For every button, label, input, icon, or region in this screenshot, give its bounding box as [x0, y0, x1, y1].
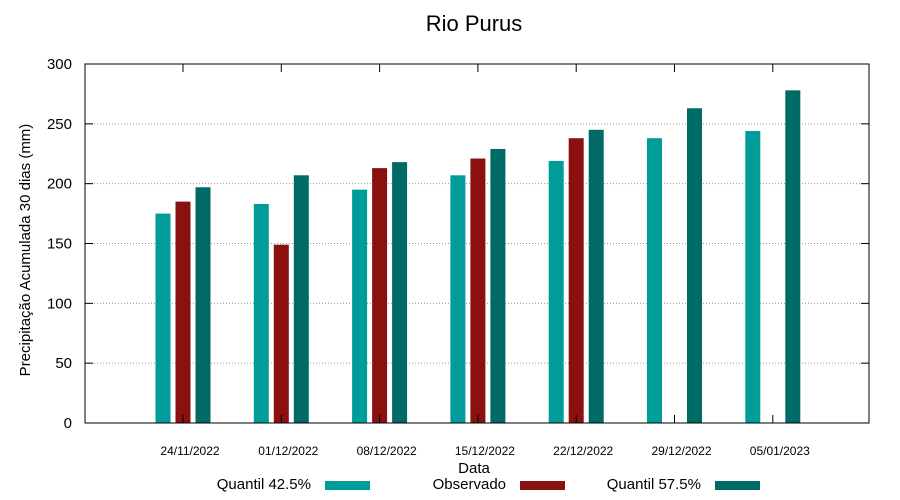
y-axis: 0 50 100 150 200 250 300	[47, 56, 869, 432]
bar-2-4	[588, 129, 604, 424]
x-tick-label: 05/01/2023	[750, 444, 810, 458]
bar-1-1	[273, 244, 289, 423]
bar-1-2	[372, 168, 388, 423]
legend-swatch	[715, 481, 760, 490]
chart-title: Rio Purus	[426, 11, 523, 36]
bar-0-6	[745, 131, 761, 423]
bar-1-4	[568, 138, 584, 423]
x-axis: 24/11/2022 01/12/2022 08/12/2022 15/12/2022…	[160, 64, 810, 458]
y-tick-label: 50	[55, 355, 72, 372]
bar-0-2	[352, 189, 368, 423]
bars	[155, 90, 801, 424]
bar-2-6	[785, 90, 801, 424]
x-tick-label: 29/12/2022	[651, 444, 711, 458]
bar-0-4	[548, 160, 564, 423]
bar-2-5	[687, 108, 702, 423]
y-tick-label: 300	[47, 56, 72, 73]
bar-2-3	[490, 148, 506, 424]
legend-label: Quantil 57.5%	[607, 476, 701, 493]
legend-label: Observado	[433, 476, 506, 493]
bar-0-0	[155, 213, 171, 423]
y-axis-label: Precipitação Acumulada 30 dias (mm)	[17, 124, 34, 377]
x-axis-label: Data	[458, 460, 490, 477]
y-tick-label: 200	[47, 176, 72, 193]
x-tick-label: 01/12/2022	[258, 444, 318, 458]
bar-2-1	[293, 175, 309, 423]
bar-1-0	[175, 201, 191, 423]
bar-0-1	[253, 204, 269, 423]
legend-swatch	[325, 481, 370, 490]
legend-swatch	[520, 481, 565, 490]
x-tick-label: 08/12/2022	[357, 444, 417, 458]
bar-0-3	[450, 175, 466, 423]
x-tick-label: 24/11/2022	[160, 444, 219, 458]
bar-2-0	[195, 187, 211, 423]
x-tick-label: 15/12/2022	[455, 444, 515, 458]
y-tick-label: 100	[47, 295, 72, 312]
y-tick-label: 250	[47, 116, 72, 133]
y-tick-label: 150	[47, 236, 72, 253]
bar-2-2	[392, 162, 408, 424]
bar-0-5	[647, 138, 662, 423]
x-tick-label: 22/12/2022	[553, 444, 613, 458]
legend-label: Quantil 42.5%	[217, 476, 311, 493]
y-tick-label: 0	[64, 415, 72, 432]
legend: Quantil 42.5% Observado Quantil 57.5%	[217, 476, 760, 493]
bar-1-3	[470, 158, 486, 423]
